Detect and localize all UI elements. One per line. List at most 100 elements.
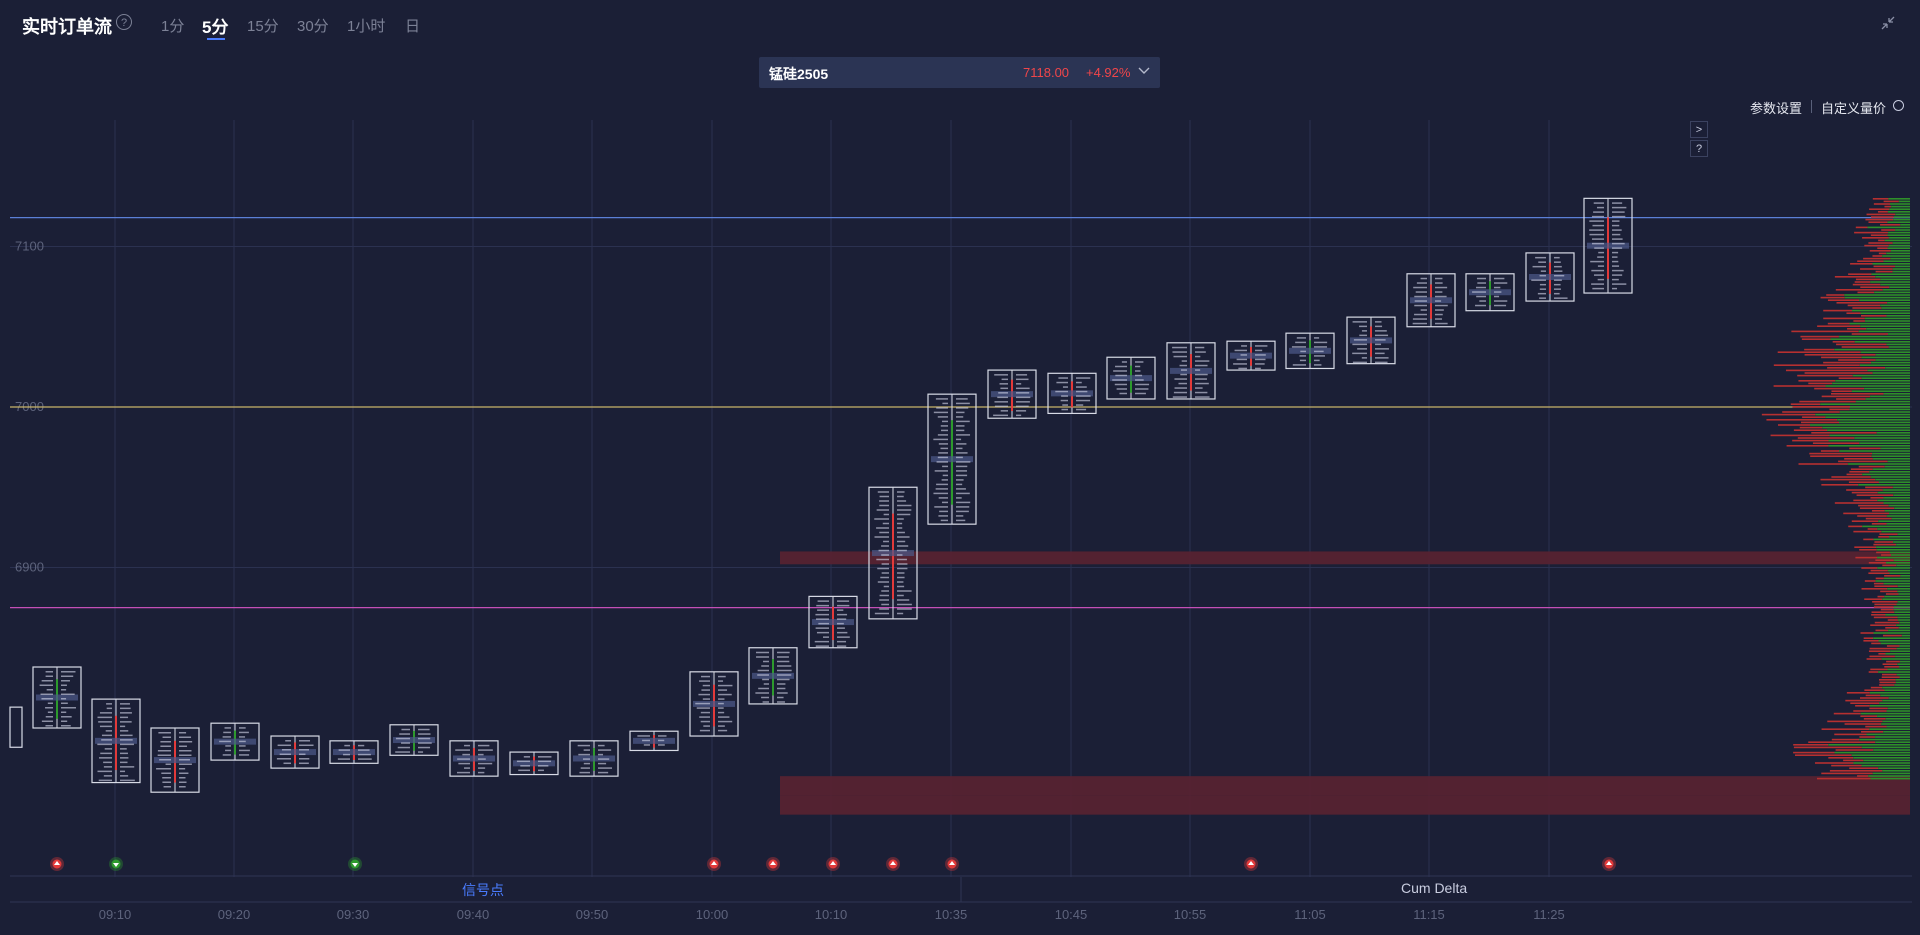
- bid-volume-cell: [1597, 278, 1604, 281]
- param-settings-link[interactable]: 参数设置: [1750, 101, 1803, 116]
- profile-bar-sell: [1879, 684, 1895, 686]
- profile-bar-buy: [1882, 598, 1910, 600]
- footprint-candle: [389, 724, 439, 756]
- ask-volume-cell: [1494, 300, 1508, 302]
- bid-volume-cell: [879, 608, 889, 610]
- signal-buy-marker: [50, 857, 64, 871]
- symbol-change: +4.92%: [1086, 65, 1131, 80]
- ask-volume-cell: [1494, 282, 1508, 284]
- expand-panel-button[interactable]: >: [1690, 121, 1708, 138]
- ask-volume-cell: [1076, 395, 1091, 397]
- bid-volume-cell: [1113, 370, 1127, 372]
- profile-bar-sell: [1793, 751, 1835, 754]
- profile-bar-buy: [1859, 299, 1910, 301]
- ask-volume-cell: [299, 758, 310, 760]
- bid-volume-cell: [518, 769, 530, 772]
- tab-15min[interactable]: 15分: [247, 18, 279, 35]
- chevron-down-icon[interactable]: [1137, 63, 1151, 77]
- profile-bar-sell: [1872, 601, 1898, 603]
- ask-volume-cell: [1435, 277, 1443, 280]
- profile-bar-buy: [1890, 257, 1910, 260]
- ask-volume-cell: [1554, 261, 1561, 263]
- profile-bar-sell: [1808, 382, 1833, 385]
- profile-bar-sell: [1836, 398, 1866, 400]
- tab-5min[interactable]: 5分: [202, 18, 229, 37]
- bid-volume-cell: [695, 702, 710, 705]
- tab-cum-delta[interactable]: Cum Delta: [1401, 880, 1468, 896]
- ask-volume-cell: [1076, 390, 1088, 393]
- custom-settings-icon[interactable]: [1893, 100, 1904, 111]
- ask-volume-cell: [120, 703, 130, 705]
- profile-bar-sell: [1799, 426, 1823, 429]
- profile-bar-sell: [1798, 380, 1836, 382]
- bid-volume-cell: [877, 581, 889, 583]
- profile-bar-sell: [1874, 621, 1900, 624]
- profile-bar-sell: [1863, 718, 1886, 720]
- tab-30min[interactable]: 30分: [297, 18, 329, 35]
- profile-bar-sell: [1823, 317, 1865, 320]
- profile-bar-sell: [1851, 520, 1879, 522]
- custom-volume-price-link[interactable]: 自定义量价: [1821, 101, 1887, 116]
- page-title: 实时订单流: [22, 17, 112, 37]
- ask-volume-cell: [897, 608, 912, 610]
- ask-volume-cell: [61, 693, 75, 696]
- ask-volume-cell: [120, 725, 126, 728]
- bid-volume-cell: [999, 383, 1008, 385]
- ask-volume-cell: [897, 491, 905, 493]
- symbol-selector[interactable]: 锰硅2505 7118.00 +4.92%: [759, 57, 1160, 88]
- volume-profile: [1761, 198, 1910, 780]
- collapse-icon[interactable]: [1880, 15, 1896, 31]
- bid-volume-cell: [699, 680, 710, 682]
- profile-bar-sell: [1831, 764, 1862, 767]
- tab-1min[interactable]: 1分: [161, 18, 185, 35]
- bid-volume-cell: [1477, 282, 1486, 284]
- profile-bar-sell: [1846, 692, 1870, 694]
- profile-bar-buy: [1858, 484, 1910, 486]
- arrow-down-icon: [113, 863, 119, 867]
- ask-volume-cell: [478, 749, 493, 751]
- side-help-button[interactable]: ?: [1690, 140, 1708, 157]
- bid-volume-cell: [933, 492, 948, 495]
- bid-volume-cell: [1119, 392, 1127, 395]
- bid-volume-cell: [579, 771, 590, 774]
- profile-bar-sell: [1871, 611, 1895, 613]
- help-icon[interactable]: ?: [116, 14, 132, 30]
- profile-bar-sell: [1857, 260, 1884, 262]
- profile-bar-buy: [1865, 398, 1910, 400]
- bid-volume-cell: [462, 753, 470, 756]
- profile-bar-buy: [1864, 317, 1910, 320]
- profile-bar-buy: [1854, 437, 1910, 439]
- ask-volume-cell: [61, 725, 71, 727]
- tab-signals[interactable]: 信号点: [462, 882, 504, 898]
- footprint-candle: [9, 706, 23, 748]
- ask-volume-cell: [299, 749, 310, 751]
- profile-bar-buy: [1861, 746, 1910, 749]
- profile-bar-buy: [1885, 653, 1910, 655]
- bid-volume-cell: [45, 675, 53, 678]
- ask-volume-cell: [1612, 202, 1623, 204]
- ask-volume-cell: [777, 683, 786, 685]
- ask-volume-cell: [179, 745, 187, 747]
- profile-bar-buy: [1898, 627, 1910, 629]
- poc-highlight: [1051, 390, 1093, 397]
- bid-volume-cell: [1414, 300, 1427, 302]
- profile-bar-sell: [1851, 491, 1878, 494]
- profile-bar-buy: [1889, 512, 1910, 515]
- profile-bar-sell: [1831, 738, 1860, 741]
- tab-daily[interactable]: 日: [405, 18, 421, 35]
- profile-bar-buy: [1872, 372, 1910, 374]
- profile-bar-buy: [1873, 749, 1910, 751]
- profile-bar-buy: [1878, 767, 1910, 769]
- ask-volume-cell: [1195, 346, 1205, 349]
- bid-volume-cell: [876, 558, 889, 561]
- ask-volume-cell: [956, 447, 963, 450]
- tab-1hour[interactable]: 1小时: [347, 18, 386, 35]
- ask-volume-cell: [1612, 242, 1625, 245]
- ask-volume-cell: [1612, 224, 1620, 227]
- profile-bar-sell: [1831, 476, 1871, 478]
- profile-bar-sell: [1850, 468, 1873, 470]
- profile-bar-buy: [1878, 520, 1910, 522]
- profile-bar-sell: [1873, 543, 1897, 546]
- bid-volume-cell: [882, 522, 889, 525]
